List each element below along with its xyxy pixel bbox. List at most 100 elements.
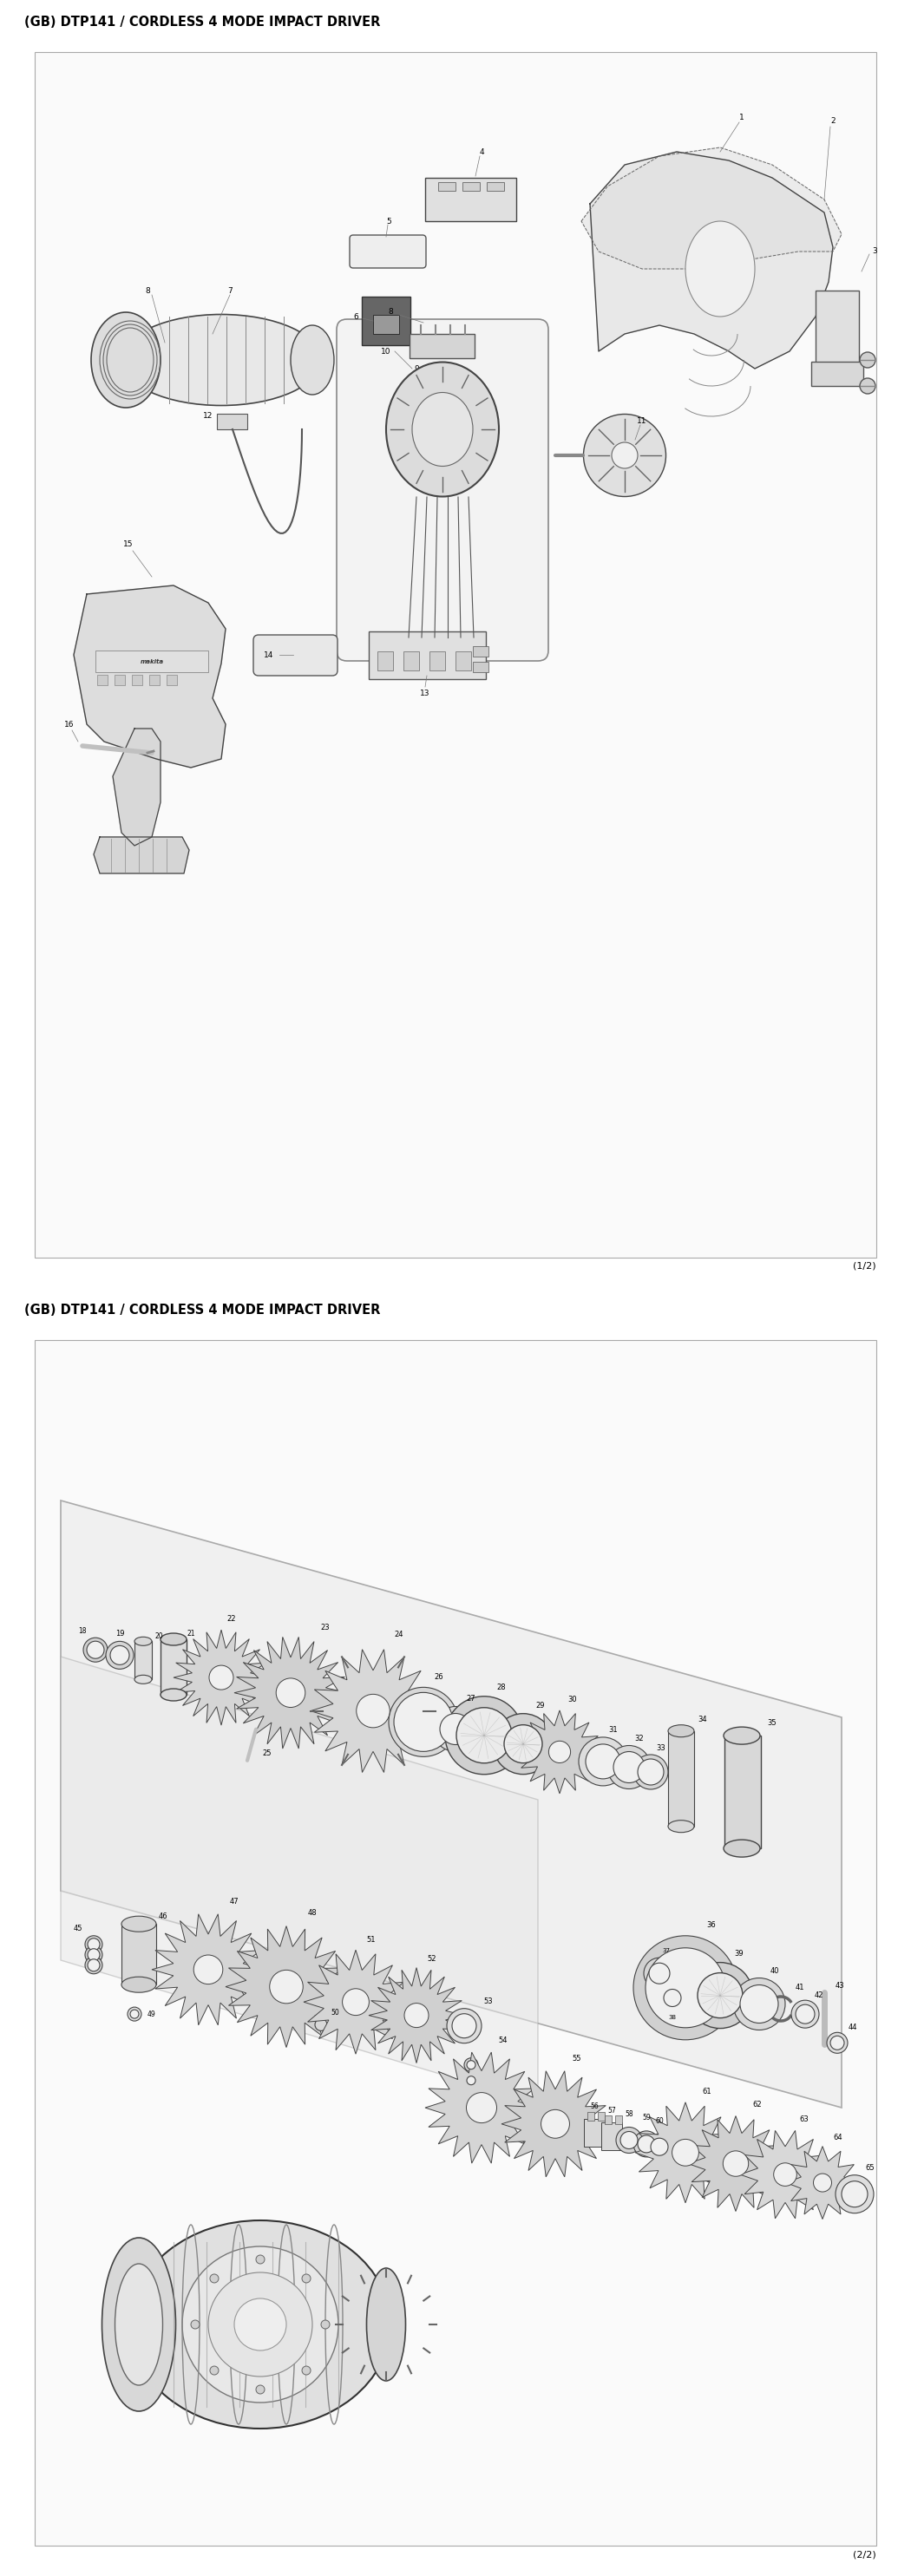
Polygon shape — [590, 152, 833, 368]
FancyBboxPatch shape — [253, 634, 337, 675]
Polygon shape — [61, 1656, 537, 2102]
Polygon shape — [74, 585, 226, 768]
Text: 16: 16 — [65, 721, 75, 729]
Text: (GB) DTP141 / CORDLESS 4 MODE IMPACT DRIVER: (GB) DTP141 / CORDLESS 4 MODE IMPACT DRI… — [25, 15, 381, 28]
Ellipse shape — [121, 1917, 156, 1932]
Ellipse shape — [87, 1960, 100, 1971]
Polygon shape — [501, 2071, 609, 2177]
Bar — [132, 675, 142, 685]
Text: 36: 36 — [707, 1922, 716, 1929]
Ellipse shape — [110, 1646, 129, 1664]
Ellipse shape — [182, 2246, 338, 2403]
Ellipse shape — [830, 2035, 844, 2050]
Text: 40: 40 — [770, 1968, 779, 1976]
Ellipse shape — [302, 2275, 311, 2282]
Text: 6: 6 — [353, 312, 358, 319]
Ellipse shape — [210, 1664, 233, 1690]
Text: makita: makita — [140, 659, 164, 665]
Ellipse shape — [128, 2007, 141, 2022]
Ellipse shape — [130, 2009, 138, 2020]
Polygon shape — [94, 837, 189, 873]
Ellipse shape — [466, 2061, 476, 2069]
Bar — [135, 1641, 152, 1680]
Text: 54: 54 — [498, 2035, 507, 2043]
Text: 24: 24 — [394, 1631, 404, 1638]
Ellipse shape — [87, 1937, 100, 1950]
Polygon shape — [303, 1950, 408, 2053]
Ellipse shape — [608, 1747, 650, 1788]
Bar — [149, 675, 159, 685]
Ellipse shape — [446, 2009, 482, 2043]
Text: 23: 23 — [321, 1623, 330, 1631]
Ellipse shape — [860, 379, 875, 394]
Ellipse shape — [792, 1999, 819, 2027]
Bar — [588, 2112, 594, 2120]
Ellipse shape — [548, 1741, 570, 1762]
Ellipse shape — [106, 1641, 134, 1669]
Text: (2/2): (2/2) — [853, 2550, 876, 2558]
Ellipse shape — [302, 2367, 311, 2375]
Ellipse shape — [394, 1692, 453, 1752]
Ellipse shape — [814, 2174, 832, 2192]
Text: 51: 51 — [367, 1935, 376, 1942]
Ellipse shape — [191, 2321, 200, 2329]
Ellipse shape — [860, 353, 875, 368]
Ellipse shape — [649, 1963, 670, 1984]
Ellipse shape — [130, 2221, 391, 2429]
Polygon shape — [688, 2115, 783, 2210]
Bar — [605, 2115, 611, 2125]
Bar — [815, 291, 859, 376]
Text: 58: 58 — [625, 2110, 633, 2117]
Bar — [377, 652, 393, 670]
Ellipse shape — [493, 1713, 554, 1775]
Text: 9: 9 — [414, 366, 419, 374]
Text: 28: 28 — [496, 1685, 507, 1692]
Ellipse shape — [827, 2032, 847, 2053]
Ellipse shape — [466, 2092, 496, 2123]
Ellipse shape — [740, 1986, 778, 2022]
Ellipse shape — [638, 1759, 664, 1785]
Ellipse shape — [389, 1687, 458, 1757]
Bar — [463, 183, 480, 191]
Polygon shape — [226, 1927, 347, 2048]
Ellipse shape — [541, 2110, 569, 2138]
Text: 62: 62 — [752, 2102, 762, 2110]
Ellipse shape — [633, 1754, 668, 1790]
Text: 8: 8 — [145, 286, 150, 294]
Ellipse shape — [773, 2164, 797, 2187]
Ellipse shape — [160, 1633, 187, 1646]
Ellipse shape — [613, 1752, 645, 1783]
Text: 49: 49 — [148, 2009, 156, 2017]
Bar — [429, 652, 445, 670]
Text: 32: 32 — [635, 1734, 644, 1741]
Ellipse shape — [660, 1986, 685, 2012]
Text: 59: 59 — [642, 2115, 650, 2123]
Ellipse shape — [276, 1677, 305, 1708]
Ellipse shape — [87, 1947, 100, 1960]
Ellipse shape — [85, 1958, 102, 1973]
FancyBboxPatch shape — [35, 52, 876, 1257]
Ellipse shape — [291, 325, 334, 394]
Ellipse shape — [315, 2020, 327, 2030]
Text: 12: 12 — [203, 412, 213, 420]
Ellipse shape — [356, 1695, 390, 1728]
Bar — [410, 335, 475, 358]
Text: 37: 37 — [662, 1947, 670, 1953]
Bar — [598, 2112, 605, 2120]
Text: 34: 34 — [698, 1716, 707, 1723]
Bar — [160, 1638, 187, 1695]
Bar — [724, 1736, 761, 1850]
Bar — [374, 314, 399, 335]
Bar — [362, 296, 410, 345]
Ellipse shape — [646, 1947, 725, 2027]
Text: 38: 38 — [669, 2014, 676, 2020]
FancyBboxPatch shape — [337, 319, 548, 662]
Text: 1: 1 — [740, 113, 744, 121]
Ellipse shape — [234, 2298, 286, 2349]
Ellipse shape — [685, 222, 755, 317]
Text: 44: 44 — [848, 2022, 857, 2030]
Ellipse shape — [466, 2076, 476, 2084]
Text: 63: 63 — [800, 2115, 809, 2123]
Text: 18: 18 — [78, 1628, 87, 1636]
Ellipse shape — [209, 2272, 312, 2378]
